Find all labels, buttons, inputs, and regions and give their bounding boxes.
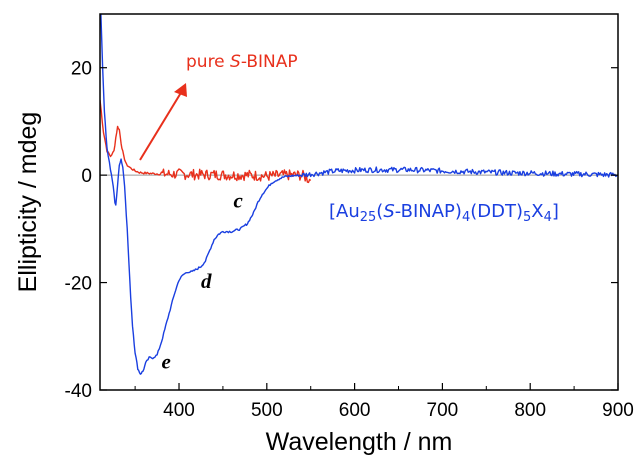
band-label-c: c [233, 188, 243, 212]
x-tick-label: 500 [251, 400, 283, 421]
y-axis-title: Ellipticity / mdeg [14, 112, 42, 293]
x-tick-label: 700 [427, 400, 459, 421]
x-tick-label: 600 [339, 400, 371, 421]
y-tick-label: -20 [65, 274, 92, 295]
series-au25-cluster-line [100, 14, 618, 375]
band-label-e: e [161, 350, 170, 374]
y-tick-label: -40 [65, 381, 92, 402]
y-tick-label: 20 [71, 59, 92, 80]
pure-sbinap-label: pure S-BINAP [186, 52, 298, 72]
x-tick-label: 800 [514, 400, 546, 421]
x-axis-title: Wavelength / nm [266, 428, 453, 455]
plot-frame [99, 13, 619, 391]
band-label-d: d [201, 269, 212, 293]
y-tick-label: 0 [81, 166, 92, 187]
x-tick-label: 900 [602, 400, 634, 421]
series-pure-sbinap-line [100, 99, 312, 184]
pointer-arrow [139, 83, 187, 161]
cluster-label: [Au25(S-BINAP)4(DDT)5X4] [329, 201, 559, 225]
x-tick-label: 400 [163, 400, 195, 421]
